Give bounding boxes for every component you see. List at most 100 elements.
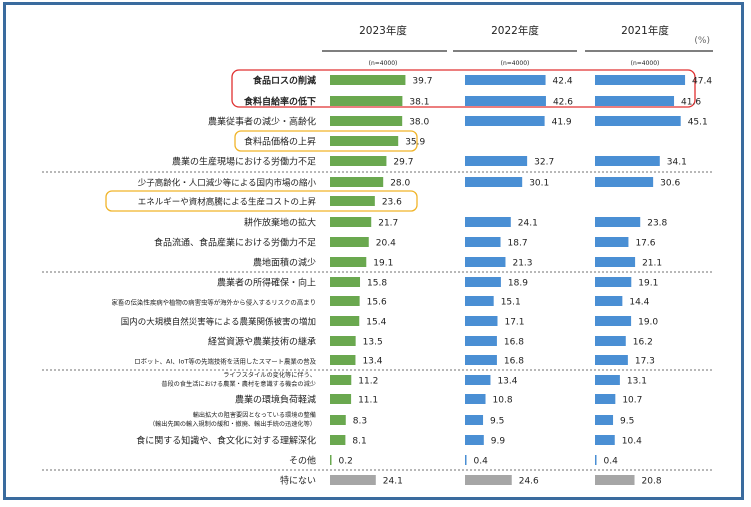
bar-0-2	[330, 116, 403, 126]
bar-0-17	[330, 415, 346, 425]
category-label: 国内の大規模自然災害等による農業関係被害の増加	[121, 317, 316, 328]
sample-size-0: (n=4000)	[369, 60, 398, 67]
bar-1-0	[465, 75, 546, 85]
bar-1-15	[465, 375, 491, 385]
value-label-2-0: 47.4	[692, 77, 712, 87]
bar-2-19	[595, 455, 597, 465]
year-header-2: 2021年度	[621, 24, 669, 37]
bar-1-13	[465, 336, 497, 346]
value-label-1-2: 41.9	[552, 118, 572, 128]
value-label-0-3: 35.9	[405, 138, 425, 148]
value-label-1-4: 32.7	[534, 158, 554, 168]
value-label-1-20: 24.6	[519, 477, 539, 487]
value-label-2-19: 0.4	[604, 457, 619, 467]
bar-1-19	[465, 455, 467, 465]
bar-0-18	[330, 435, 346, 445]
year-header-0: 2023年度	[359, 24, 407, 37]
value-label-0-16: 11.1	[358, 396, 378, 406]
bar-2-13	[595, 336, 626, 346]
bar-0-0	[330, 75, 406, 85]
bar-0-19	[330, 455, 332, 465]
category-label: 食料自給率の低下	[243, 96, 316, 108]
bar-2-10	[595, 277, 632, 287]
value-label-0-0: 39.7	[412, 77, 432, 87]
bar-1-9	[465, 257, 506, 267]
bar-0-14	[330, 355, 356, 365]
value-label-1-11: 15.1	[501, 298, 521, 308]
bar-0-13	[330, 336, 356, 346]
category-label: 農業従事者の減少・高齢化	[208, 116, 316, 128]
value-label-2-16: 10.7	[622, 396, 642, 406]
bar-2-14	[595, 355, 628, 365]
value-label-0-7: 21.7	[378, 219, 398, 229]
bar-1-2	[465, 116, 545, 126]
sample-size-2: (n=4000)	[631, 60, 660, 67]
bar-1-1	[465, 96, 546, 106]
category-label: エネルギーや資材高騰による生産コストの上昇	[138, 197, 317, 208]
bar-2-0	[595, 75, 686, 85]
bar-2-5	[595, 177, 654, 187]
bar-0-20	[330, 475, 376, 485]
bar-1-17	[465, 415, 484, 425]
bar-0-7	[330, 217, 372, 227]
value-label-0-17: 8.3	[353, 417, 367, 427]
bar-2-16	[595, 394, 616, 404]
value-label-1-1: 42.6	[553, 98, 573, 108]
bar-2-11	[595, 296, 623, 306]
value-label-0-2: 38.0	[409, 118, 429, 128]
bar-1-5	[465, 177, 523, 187]
value-label-2-14: 17.3	[635, 357, 655, 367]
value-label-0-12: 15.4	[366, 318, 386, 328]
value-label-2-10: 19.1	[638, 279, 658, 289]
value-label-1-19: 0.4	[474, 457, 489, 467]
highlight-box-orange	[234, 130, 418, 152]
category-label: （輸出先国の輸入規制の緩和・撤廃、輸出手続の迅速化等）	[149, 420, 316, 428]
value-label-0-9: 19.1	[373, 259, 393, 269]
bar-2-1	[595, 96, 675, 106]
value-label-2-1: 41.6	[681, 98, 701, 108]
bar-1-7	[465, 217, 511, 227]
value-label-1-18: 9.9	[491, 437, 506, 447]
value-label-0-1: 38.1	[409, 98, 429, 108]
bar-1-10	[465, 277, 501, 287]
bar-2-2	[595, 116, 681, 126]
value-label-1-15: 13.4	[497, 377, 517, 387]
value-label-2-4: 34.1	[667, 158, 687, 168]
bar-1-11	[465, 296, 494, 306]
value-label-0-11: 15.6	[367, 298, 387, 308]
value-label-2-13: 16.2	[633, 338, 653, 348]
bar-1-16	[465, 394, 486, 404]
value-label-0-10: 15.8	[367, 279, 387, 289]
value-label-0-4: 29.7	[393, 158, 413, 168]
value-label-2-9: 21.1	[642, 259, 662, 269]
bar-0-3	[330, 136, 399, 146]
year-header-1: 2022年度	[491, 24, 539, 37]
bar-0-1	[330, 96, 403, 106]
value-label-0-19: 0.2	[339, 457, 353, 467]
category-label: 食に関する知識や、食文化に対する理解深化	[136, 435, 316, 447]
category-label: 特にない	[280, 475, 316, 487]
category-label: ライフスタイルの変化等に伴う、	[223, 371, 316, 379]
bar-2-12	[595, 316, 632, 326]
value-label-2-17: 9.5	[620, 417, 634, 427]
value-label-0-20: 24.1	[383, 477, 403, 487]
bar-2-8	[595, 237, 629, 247]
bar-0-4	[330, 156, 387, 166]
bar-2-9	[595, 257, 636, 267]
bar-2-20	[595, 475, 635, 485]
bar-2-15	[595, 375, 620, 385]
value-label-0-13: 13.5	[363, 338, 383, 348]
bar-0-9	[330, 257, 367, 267]
value-label-1-5: 30.1	[529, 179, 549, 189]
value-label-2-20: 20.8	[642, 477, 662, 487]
value-label-1-13: 16.8	[504, 338, 524, 348]
bar-2-4	[595, 156, 660, 166]
category-label: 食品ロスの削減	[252, 75, 316, 87]
category-label: その他	[289, 455, 316, 467]
category-label: 耕作放棄地の拡大	[244, 217, 316, 229]
value-label-2-2: 45.1	[688, 118, 708, 128]
bar-0-15	[330, 375, 352, 385]
sample-size-1: (n=4000)	[501, 60, 530, 67]
bar-1-4	[465, 156, 528, 166]
